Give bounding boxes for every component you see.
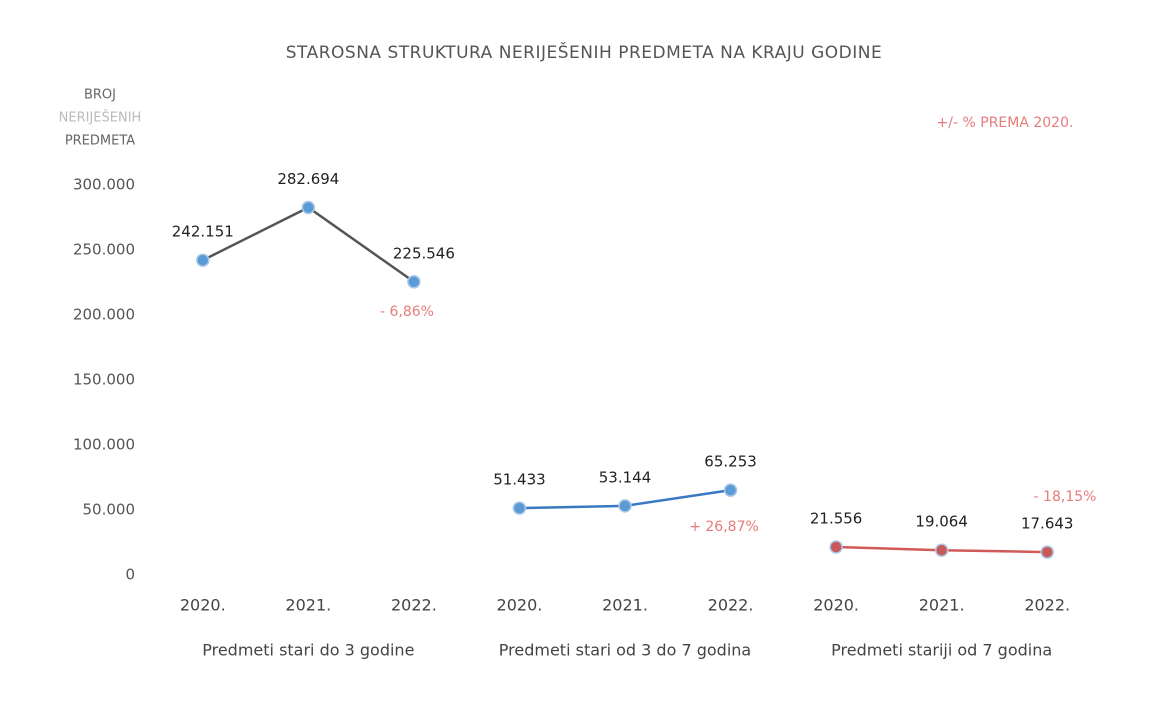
x-tick-label: 2022.	[708, 596, 754, 615]
data-label: 282.694	[277, 170, 339, 188]
data-point	[301, 200, 316, 215]
x-tick-label: 2021.	[602, 596, 648, 615]
annotation: + 26,87%	[689, 519, 759, 535]
x-tick-label: 2021.	[285, 596, 331, 615]
y-axis-label: NERIJEŠENIH	[59, 110, 142, 126]
data-point	[512, 501, 527, 515]
y-axis-label: PREDMETA	[65, 134, 135, 149]
data-label: 19.064	[915, 513, 968, 531]
data-label: 242.151	[172, 223, 234, 241]
series-line	[202, 206, 415, 283]
data-point	[196, 253, 210, 267]
data-label: 21.556	[810, 509, 863, 527]
y-tick-label: 200.000	[73, 306, 135, 324]
data-label: 53.144	[599, 468, 652, 486]
data-point	[407, 275, 421, 289]
category-group-label: Predmeti stariji od 7 godina	[831, 641, 1052, 660]
y-tick-label: 150.000	[73, 371, 135, 389]
y-tick-label: 250.000	[73, 241, 135, 259]
data-point	[934, 543, 949, 557]
data-point	[723, 483, 738, 497]
x-tick-label: 2020.	[497, 596, 543, 615]
annotation: +/- % PREMA 2020.	[937, 115, 1074, 131]
data-label: 51.433	[493, 471, 546, 489]
data-point	[829, 540, 843, 554]
data-label: 225.546	[393, 244, 455, 262]
y-axis-label: BROJ	[84, 88, 116, 103]
data-point	[618, 499, 632, 513]
category-group-label: Predmeti stari do 3 godine	[202, 641, 414, 660]
x-tick-label: 2020.	[813, 596, 859, 615]
y-tick-label: 100.000	[73, 436, 135, 454]
annotation: - 18,15%	[1034, 489, 1097, 505]
x-tick-label: 2021.	[919, 596, 965, 615]
x-tick-label: 2022.	[391, 596, 437, 615]
data-label: 65.253	[704, 453, 757, 471]
category-group-label: Predmeti stari od 3 do 7 godina	[499, 641, 751, 660]
y-tick-label: 300.000	[73, 176, 135, 194]
y-tick-label: 0	[125, 566, 135, 584]
x-tick-label: 2020.	[180, 596, 226, 615]
y-tick-label: 50.000	[83, 501, 136, 519]
data-label: 17.643	[1021, 515, 1074, 533]
x-tick-label: 2022.	[1024, 596, 1070, 615]
annotation: - 6,86%	[380, 304, 434, 320]
chart-title: STAROSNA STRUKTURA NERIJEŠENIH PREDMETA …	[286, 41, 882, 63]
data-point	[1040, 545, 1054, 559]
